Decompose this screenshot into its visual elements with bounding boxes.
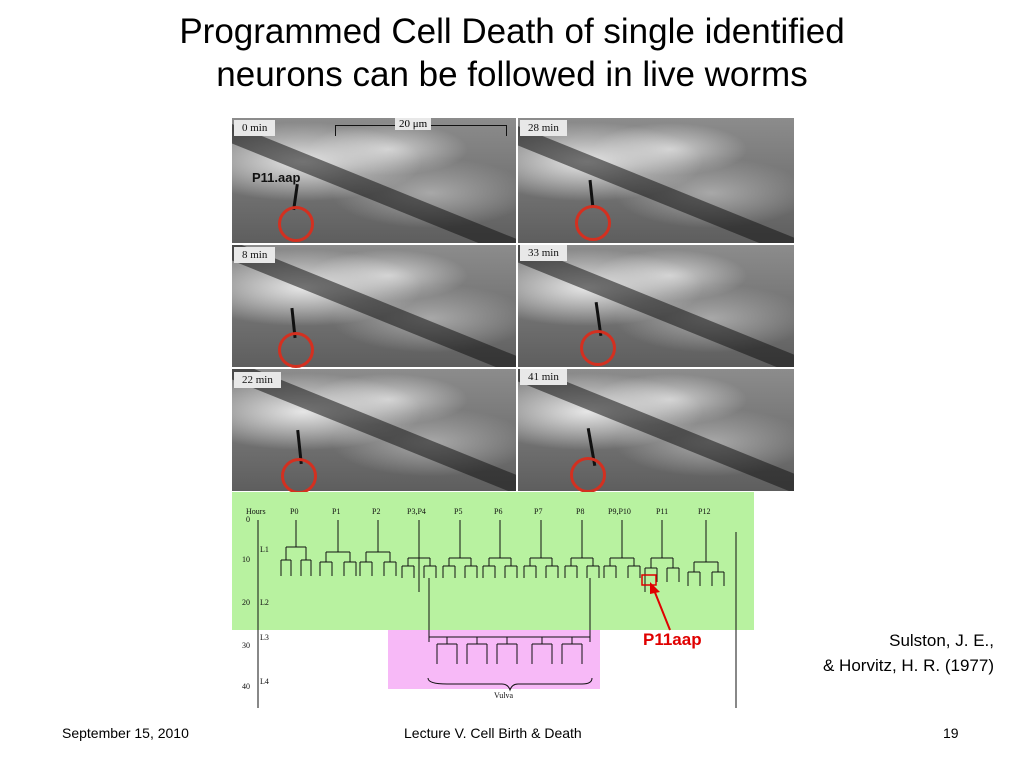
l1-l2-highlight [232, 492, 754, 630]
time-label: 41 min [520, 369, 567, 385]
time-label: 8 min [234, 247, 276, 263]
time-label: 28 min [520, 120, 567, 136]
cell-name: P7 [534, 507, 542, 516]
cell-name: P1 [332, 507, 340, 516]
cell-highlight-circle [570, 457, 606, 493]
p11aap-box [641, 574, 657, 586]
annotation-arrow [650, 582, 671, 631]
p11aap-annotation: P11aap [643, 630, 702, 649]
cell-name: P12 [698, 507, 710, 516]
hour-tick: 10 [242, 555, 250, 564]
stage-label: L2 [260, 598, 269, 607]
hour-tick: 40 [242, 682, 250, 691]
hour-tick: 20 [242, 598, 250, 607]
cell-name: P6 [494, 507, 502, 516]
footer-page-number: 19 [943, 725, 959, 741]
micrograph-panel [232, 245, 516, 367]
cell-name-row: P0 P1 P2 P3,P4 P5 P6 P7 P8 P9,P10 P11 P1… [290, 507, 710, 516]
vulva-highlight [388, 630, 600, 689]
time-label: 33 min [520, 245, 567, 261]
stage-labels: L1 L2 L3 L4 [260, 545, 269, 686]
cell-name: P0 [290, 507, 298, 516]
title-line-1: Programmed Cell Death of single identifi… [179, 12, 845, 51]
hour-tick: 30 [242, 641, 250, 650]
stage-label: L4 [260, 677, 269, 686]
cell-name: P9,P10 [608, 507, 631, 516]
cell-name: P5 [454, 507, 462, 516]
cell-name: P8 [576, 507, 584, 516]
cell-highlight-circle [281, 458, 317, 494]
citation-line-1: Sulston, J. E., [889, 631, 994, 650]
citation-line-2: & Horvitz, H. R. (1977) [823, 656, 994, 675]
citation: Sulston, J. E., & Horvitz, H. R. (1977) [823, 628, 994, 678]
footer-lecture: Lecture V. Cell Birth & Death [404, 725, 582, 741]
cell-highlight-circle [580, 330, 616, 366]
cell-label: P11.aap [252, 170, 301, 185]
cell-lineage-diagram: Hours 0 10 20 30 40 L1 L2 L3 L4 P0 P1 P2… [242, 507, 737, 708]
micrograph-panel [232, 369, 516, 491]
cell-highlight-circle [575, 205, 611, 241]
cell-name: P3,P4 [407, 507, 426, 516]
hour-ticks: 0 10 20 30 40 [242, 515, 250, 691]
hour-tick: 0 [246, 515, 250, 524]
cell-highlight-circle [278, 206, 314, 242]
stage-label: L3 [260, 633, 269, 642]
time-label: 22 min [234, 372, 281, 388]
stage-label: L1 [260, 545, 269, 554]
footer-date: September 15, 2010 [62, 725, 189, 741]
micrograph-panel [518, 118, 794, 243]
lineage-trees [280, 520, 725, 692]
time-label: 0 min [234, 120, 276, 136]
cell-name: P11 [656, 507, 668, 516]
slide-title: Programmed Cell Death of single identifi… [0, 10, 1024, 96]
title-line-2: neurons can be followed in live worms [216, 55, 808, 94]
cell-name: P2 [372, 507, 380, 516]
micrograph-panel [518, 369, 794, 491]
micrograph-panel [518, 245, 794, 367]
scale-bar-label: 20 μm [395, 118, 432, 130]
cell-highlight-circle [278, 332, 314, 368]
vulva-label: Vulva [494, 691, 514, 700]
hours-label: Hours [246, 507, 266, 516]
